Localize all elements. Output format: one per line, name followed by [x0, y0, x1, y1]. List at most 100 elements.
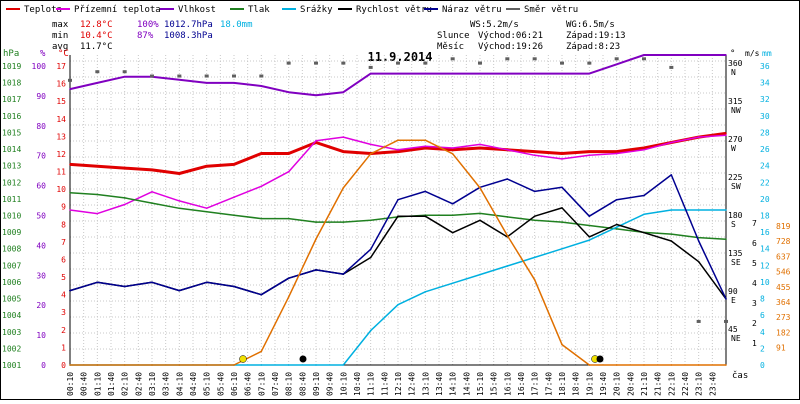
data-point [615, 152, 618, 155]
x-tick-label: 19:40 [599, 372, 608, 396]
min-label: min [52, 31, 68, 41]
x-tick-label: 05:40 [216, 372, 225, 396]
data-point [69, 88, 71, 90]
data-point [424, 72, 427, 75]
chart-legend: Teplota Přízemní teplota Vlhkost Tlak Srážky… [6, 5, 578, 15]
x-axis-title: čas [732, 370, 748, 381]
wind-direction-mark [724, 319, 728, 323]
axis-tick-dir-name: SW [731, 182, 741, 191]
data-point [233, 214, 235, 216]
data-point [670, 209, 673, 211]
axis-tick-hpa: 1004 [2, 311, 21, 320]
data-point [479, 212, 481, 215]
data-point [561, 72, 563, 75]
data-point [397, 150, 399, 153]
x-tick-label: 21:10 [640, 372, 649, 396]
data-point [315, 269, 317, 271]
data-point [479, 72, 481, 75]
data-point [205, 364, 208, 366]
data-point [178, 79, 181, 81]
data-point [233, 196, 235, 199]
axis-tick-degc: 7 [61, 238, 66, 247]
data-point [369, 219, 372, 222]
axis-tick-dir: 135 [728, 249, 743, 258]
axis-tick-pct: 20 [36, 301, 46, 310]
x-tick-label: 12:40 [408, 372, 417, 396]
x-tick-label: 18:10 [558, 372, 567, 396]
axis-tick-degc: 14 [56, 115, 66, 124]
x-tick-label: 01:10 [93, 372, 102, 396]
axis-tick-mm: 16 [760, 228, 770, 237]
x-tick-label: 06:10 [230, 372, 239, 396]
max-rain: 18.0mm [220, 20, 253, 30]
data-point [697, 136, 700, 138]
data-point [725, 134, 727, 137]
axis-tick-degc: 11 [56, 168, 66, 177]
wind-direction-mark [286, 61, 291, 65]
data-point [725, 132, 727, 135]
data-point [451, 203, 454, 205]
data-point [287, 91, 290, 93]
data-point [397, 215, 399, 217]
x-tick-label: 22:10 [667, 372, 676, 396]
data-point [260, 217, 263, 220]
x-tick-label: 20:40 [626, 372, 635, 396]
axis-tick-hpa: 1013 [2, 162, 21, 171]
x-tick-label: 06:40 [244, 372, 253, 396]
axis-unit-ms: m/s [745, 49, 760, 58]
wind-direction-mark [232, 74, 236, 78]
stats-panel: max 12.8°C 100% 1012.7hPa 18.0mm min 10.… [52, 20, 253, 52]
wind-speed-avg: WS:5.2m/s [470, 20, 519, 30]
min-press: 1008.3hPa [164, 31, 213, 41]
sun-rise: Východ:06:21 [478, 31, 543, 41]
x-tick-label: 23:40 [708, 372, 717, 396]
wind-direction-mark [122, 70, 127, 74]
x-tick-label: 08:40 [298, 372, 307, 396]
legend-label: Přízemní teplota [74, 5, 161, 15]
data-point [315, 94, 317, 97]
data-point [533, 72, 536, 75]
data-point [178, 207, 181, 210]
axis-tick-hpa: 1017 [2, 95, 21, 104]
moon-rise: Východ:19:26 [478, 42, 543, 52]
data-point [451, 231, 454, 234]
axis-tick-mm: 22 [760, 178, 770, 187]
axis-tick-degc: 15 [56, 97, 66, 106]
x-tick-label: 03:40 [162, 372, 171, 396]
data-point [342, 187, 345, 189]
data-point [96, 82, 99, 84]
data-point [670, 364, 673, 366]
data-point [615, 226, 618, 229]
axis-tick-hpa: 1011 [2, 195, 21, 204]
axis-tick-ms: 5 [752, 259, 757, 268]
wind-direction-mark [204, 74, 209, 78]
sun-set: Západ:19:13 [566, 31, 626, 41]
data-point [397, 198, 399, 201]
data-point [233, 82, 235, 84]
axis-tick-mm: 34 [760, 79, 770, 88]
data-point [561, 158, 563, 160]
wind-direction-mark [95, 70, 100, 74]
x-tick-label: 11:40 [380, 372, 389, 396]
axis-unit-hpa: hPa [3, 49, 19, 59]
data-point [670, 240, 673, 242]
axis-tick-degc: 16 [56, 80, 66, 89]
axis-tick-mm: 30 [760, 112, 770, 121]
wind-direction-mark [669, 65, 674, 69]
axis-tick-hpa: 1016 [2, 112, 21, 121]
data-point [342, 364, 345, 366]
data-point [588, 154, 591, 157]
data-point [151, 364, 153, 366]
axis-tick-mm: 6 [760, 311, 765, 320]
data-point [397, 139, 399, 141]
series-layer [68, 54, 728, 366]
data-point [561, 343, 563, 346]
data-point [506, 216, 509, 218]
data-point [178, 289, 181, 292]
axis-tick-degc: 10 [56, 185, 66, 194]
data-point [397, 303, 399, 306]
wind-gust-avg: WG:6.5m/s [566, 20, 615, 30]
axis-tick-mm: 14 [760, 245, 770, 254]
data-point [369, 248, 372, 251]
